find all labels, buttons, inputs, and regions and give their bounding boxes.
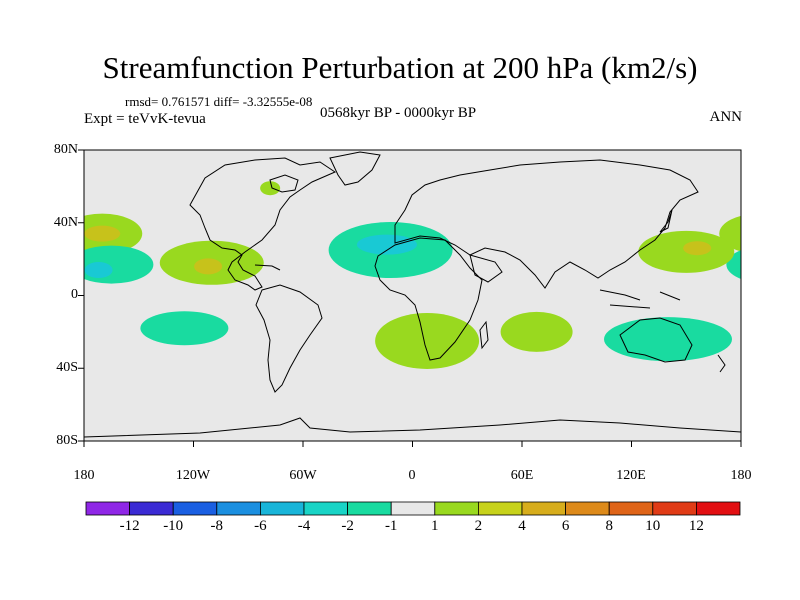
colorbar-tick-label: 4 [518,518,526,534]
colorbar [85,501,741,516]
coastline-south-america [255,284,323,393]
colorbar-swatch [477,501,523,516]
map-background [84,150,741,441]
coastline-antarctica [84,417,741,438]
anomaly-hudson-bay [260,181,281,196]
colorbar-swatch [172,501,218,516]
anomaly-north-pacific-east-core [26,241,54,255]
lat-label-0: 0 [71,287,78,302]
anomaly-south-indian [500,311,573,352]
colorbar-swatch [434,501,479,516]
colorbar-tick-label: -4 [297,518,311,534]
lon-label-60w: 60W [289,468,317,483]
coastline-eurasia [394,159,699,289]
lat-label-40s: 40S [56,360,78,375]
stats-line: rmsd= 0.761571 diff= -3.32555e-08 [125,94,313,109]
colorbar-swatch [521,501,566,516]
coastline-hudson-bay [269,174,299,193]
season-label: ANN [709,109,743,125]
coastline-north-america [189,157,337,291]
period-label: 0568kyr BP - 0000kyr BP [320,105,477,121]
lat-label-40n: 40N [53,215,78,230]
colorbar-swatch [216,501,261,516]
coastline-madagascar [479,320,489,350]
colorbar-tick-label: 1 [431,518,439,534]
coastline-caribbean [254,264,281,271]
lon-label-180-west: 180 [73,468,95,483]
colorbar-swatch [303,501,348,516]
colorbar-swatch [85,501,130,516]
colorbar-swatch [652,501,697,516]
anomaly-regions [0,181,777,369]
coastline-new-zealand [717,354,726,373]
anomaly-north-pacific-central [84,245,154,284]
colorbar-swatch [347,501,392,516]
anomaly-south-pacific-east [140,311,229,346]
experiment-label: Expt = teVvK-tevua [84,111,206,127]
colorbar-tick-label: -1 [384,518,398,534]
colorbar-tick-label: 12 [688,518,704,534]
anomaly-north-pacific-central-core [742,262,770,278]
colorbar-tick-label: -12 [119,518,140,534]
lon-label-60e: 60E [510,468,534,483]
anomaly-north-pacific-east [0,231,77,273]
colorbar-swatch [608,501,654,516]
anomaly-north-pacific-central-core [84,262,113,279]
axis-ticks [78,149,742,447]
anomaly-north-pacific-west-core [741,226,777,242]
colorbar-swatch [259,501,305,516]
anomaly-north-pacific-west-core [84,225,121,242]
coastline-arabia [469,254,503,283]
colorbar-tick-label: 8 [605,518,613,534]
coastline-australia [619,317,693,363]
colorbar-tick-label: 10 [645,518,661,534]
anomaly-australia [604,317,732,362]
colorbar-tick-label: 6 [561,518,570,534]
lon-label-0: 0 [408,468,416,483]
lon-label-120w: 120W [175,468,211,483]
anomaly-north-atlantic-core [356,234,417,255]
colorbar-swatch [390,501,436,516]
coastline-greenland [329,151,381,186]
lon-label-180-east: 180 [730,468,752,483]
coastline-indonesia [599,289,681,309]
colorbar-swatch [696,501,741,516]
chart-title: Streamfunction Perturbation at 200 hPa (… [102,50,698,85]
anomaly-north-pacific-east-core [683,241,712,256]
anomaly-south-atlantic-africa [375,312,480,369]
lon-label-120e: 120E [616,468,646,483]
coastline-japan [659,209,673,233]
colorbar-tick-label: 2 [474,518,483,534]
colorbar-tick-label: -10 [163,518,184,534]
colorbar-tick-label: -8 [210,518,224,534]
colorbar-tick-label: -2 [341,518,354,534]
anomaly-central-america-core [194,258,223,275]
colorbar-swatch [129,501,174,516]
coastline-africa [374,237,483,361]
coastlines [84,151,741,438]
lat-label-80s: 80S [56,433,78,448]
colorbar-swatch [565,501,610,516]
anomaly-australia [0,317,75,361]
lat-label-80n: 80N [53,142,78,157]
colorbar-tick-label: -6 [254,518,267,534]
